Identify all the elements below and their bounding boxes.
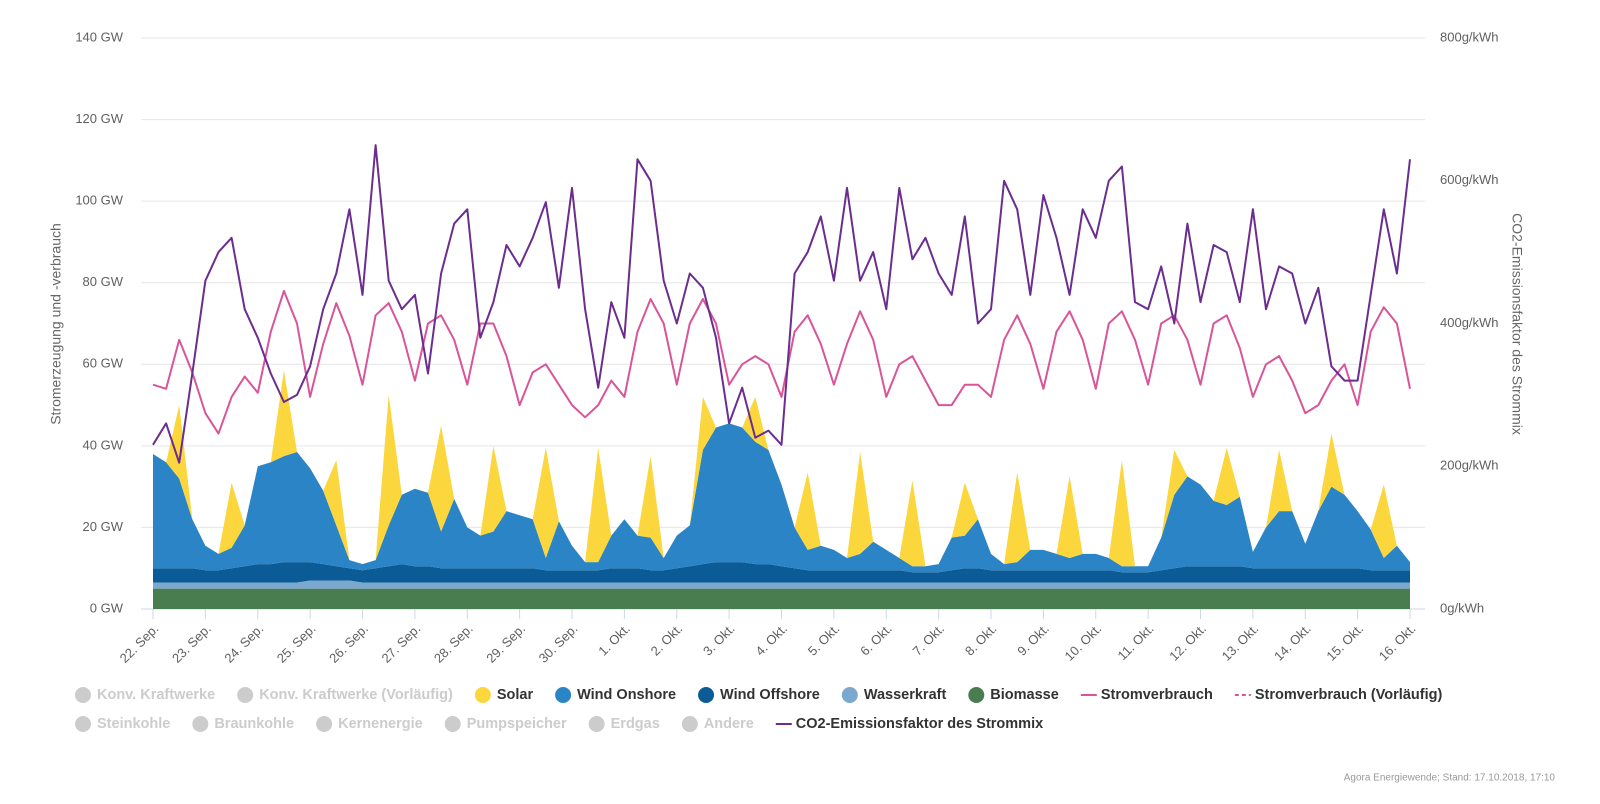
credit: Agora Energiewende; Stand: 17.10.2018, 1… [1344,773,1556,784]
legend-label: Wind Offshore [720,687,820,703]
legend-symbol [681,716,698,732]
legend-symbol [698,687,715,703]
y-tick-label: 0 GW [90,600,124,615]
y2-tick-label: 600g/kWh [1440,172,1499,187]
y2-axis-title: CO2-Emissionsfaktor des Strommix [1509,213,1525,435]
y-tick-label: 140 GW [75,29,123,44]
x-tick-label: 1. Okt. [595,621,633,659]
y-tick-label: 40 GW [83,437,124,452]
y-tick-label: 120 GW [75,111,123,126]
legend-label: Pumpspeicher [467,716,567,732]
legend-symbol [555,687,572,703]
legend-item[interactable]: Stromverbrauch (Vorläufig) [1234,687,1443,703]
area-series [153,580,1410,589]
y2-tick-label: 0g/kWh [1440,600,1484,615]
x-tick-label: 8. Okt. [962,621,1000,659]
x-tick-label: 16. Okt. [1376,621,1419,664]
x-tick-label: 30. Sep. [536,621,581,666]
y-tick-label: 20 GW [83,519,124,534]
x-tick-label: 7. Okt. [909,621,947,659]
y2-tick-label: 200g/kWh [1440,458,1499,473]
legend-item[interactable]: Solar [474,687,534,703]
y2-tick-label: 400g/kWh [1440,315,1499,330]
legend-symbol [75,687,91,703]
legend-label: Steinkohle [97,716,170,732]
legend-item[interactable]: CO2-Emissionsfaktor des Strommix [775,716,1043,732]
line-series [152,144,1411,464]
x-tick-label: 5. Okt. [805,621,843,659]
legend-label: Wasserkraft [864,687,947,703]
legend-item[interactable]: Stromverbrauch [1080,687,1213,703]
x-tick-label: 9. Okt. [1014,621,1052,659]
y-tick-label: 80 GW [83,274,124,289]
x-tick-label: 28. Sep. [431,621,476,666]
legend-item[interactable]: Braunkohle [192,716,294,732]
legend-label: Andere [704,716,754,732]
x-tick-label: 3. Okt. [700,621,738,659]
legend-item[interactable]: Kernenergie [316,716,423,732]
legend-item[interactable]: Wind Onshore [555,687,676,703]
legend-label: Braunkohle [214,716,294,732]
area-series [153,562,1410,583]
legend-item[interactable]: Erdgas [588,716,660,732]
x-tick-label: 10. Okt. [1062,621,1105,664]
legend-symbol [192,716,209,732]
legend-symbol [237,687,254,703]
legend-symbol [968,687,985,703]
x-tick-label: 13. Okt. [1219,621,1262,664]
x-tick-label: 14. Okt. [1271,621,1314,664]
legend-item[interactable]: Konv. Kraftwerke [75,687,215,703]
plot-area [152,144,1411,609]
legend-label: CO2-Emissionsfaktor des Strommix [796,716,1043,732]
legend-label: Erdgas [611,716,660,732]
x-tick-label: 24. Sep. [221,621,266,666]
x-tick-label: 15. Okt. [1323,621,1366,664]
x-tick-label: 26. Sep. [326,621,371,666]
legend-label: Stromverbrauch (Vorläufig) [1255,687,1443,703]
legend-symbol [474,687,491,703]
legend-label: Konv. Kraftwerke [97,687,215,703]
legend-label: Kernenergie [338,716,423,732]
x-tick-label: 29. Sep. [483,621,528,666]
y-axis-title: Stromerzeugung und -verbrauch [48,223,64,425]
area-series [153,423,1410,573]
legend-item[interactable]: Wasserkraft [841,687,947,703]
legend-item[interactable]: Konv. Kraftwerke (Vorläufig) [237,687,453,703]
x-tick-label: 11. Okt. [1115,621,1157,663]
y-tick-label: 60 GW [83,356,124,371]
legend-item[interactable]: Andere [681,716,754,732]
legend-item[interactable]: Pumpspeicher [444,716,567,732]
legend-item[interactable]: Wind Offshore [698,687,820,703]
legend-symbol [588,716,605,732]
legend-item[interactable]: Biomasse [968,687,1059,703]
legend-symbol [841,687,858,703]
legend-symbol [444,716,461,732]
x-tick-label: 6. Okt. [857,621,895,659]
x-tick-label: 22. Sep. [117,621,162,666]
legend-symbol [75,716,91,732]
y-tick-label: 100 GW [75,193,123,208]
legend-label: Biomasse [990,687,1059,703]
area-series [153,588,1410,609]
legend-label: Stromverbrauch [1101,687,1213,703]
line-series [152,289,1411,435]
y2-tick-label: 800g/kWh [1440,29,1499,44]
x-tick-label: 27. Sep. [379,621,424,666]
legend-label: Wind Onshore [577,687,676,703]
legend-item[interactable]: Steinkohle [75,716,170,732]
x-tick-label: 23. Sep. [169,621,214,666]
legend-label: Solar [497,687,534,703]
x-tick-label: 25. Sep. [274,621,319,666]
x-tick-label: 4. Okt. [752,621,790,659]
legend-label: Konv. Kraftwerke (Vorläufig) [259,687,453,703]
x-tick-label: 12. Okt. [1166,621,1209,664]
x-tick-label: 2. Okt. [648,621,686,659]
legend-symbol [316,716,333,732]
